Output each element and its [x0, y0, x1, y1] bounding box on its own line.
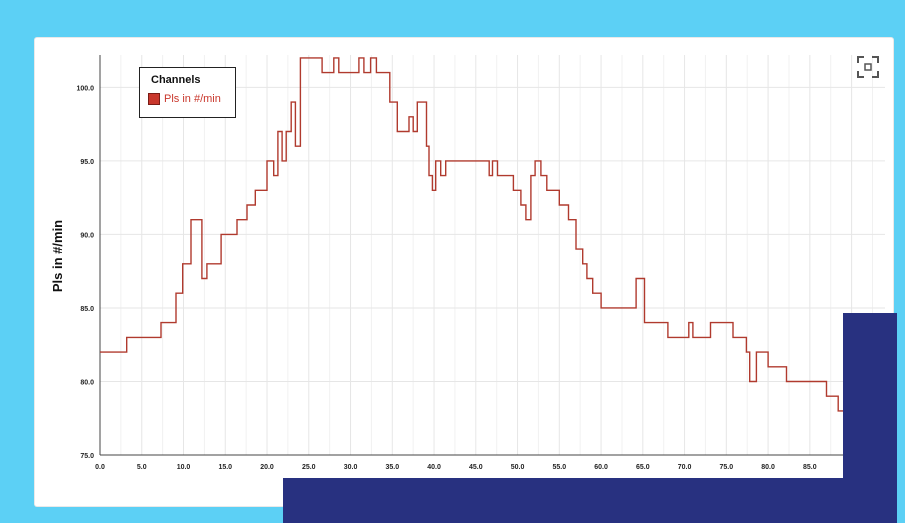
x-tick-label: 45.0	[469, 464, 483, 471]
y-tick-label: 90.0	[80, 232, 94, 239]
y-tick-label: 85.0	[80, 306, 94, 313]
series-layer	[100, 57, 885, 427]
grid-lines	[99, 55, 885, 456]
x-tick-label: 70.0	[678, 464, 692, 471]
legend-item-series[interactable]: Pls in #/min	[148, 93, 221, 105]
x-tick-label: 20.0	[260, 464, 274, 471]
x-tick-label: 65.0	[636, 464, 650, 471]
x-tick-label: 40.0	[427, 464, 441, 471]
legend-swatch	[148, 93, 160, 105]
y-tick-label: 75.0	[80, 453, 94, 460]
x-tick-label: 5.0	[137, 464, 147, 471]
x-tick-label: 75.0	[720, 464, 734, 471]
y-tick-label: 100.0	[76, 85, 94, 92]
y-axis-label: Pls in #/min	[50, 220, 65, 292]
x-tick-label: 15.0	[218, 464, 232, 471]
x-tick-label: 80.0	[761, 464, 775, 471]
x-tick-label: 60.0	[594, 464, 608, 471]
y-tick-label: 95.0	[80, 159, 94, 166]
axes	[99, 55, 885, 456]
legend-title: Channels	[151, 74, 201, 86]
x-tick-label: 10.0	[177, 464, 191, 471]
tick-labels: 0.0 5.0 10.0 15.0 20.0 25.0 30.0 35.0 40.0 45.0 50…	[76, 85, 858, 471]
x-tick-label: 0.0	[95, 464, 105, 471]
x-tick-label: 35.0	[385, 464, 399, 471]
x-tick-label: 30.0	[344, 464, 358, 471]
y-tick-label: 80.0	[80, 379, 94, 386]
chart-legend: Channels Pls in #/min	[139, 67, 236, 118]
x-tick-label: 85.0	[803, 464, 817, 471]
legend-label: Pls in #/min	[164, 93, 221, 105]
decor-block-bottom	[283, 478, 897, 523]
x-tick-label: 25.0	[302, 464, 316, 471]
series-line-0	[100, 57, 885, 427]
expand-icon[interactable]	[857, 56, 879, 78]
x-tick-label: 50.0	[511, 464, 525, 471]
x-tick-label: 55.0	[552, 464, 566, 471]
